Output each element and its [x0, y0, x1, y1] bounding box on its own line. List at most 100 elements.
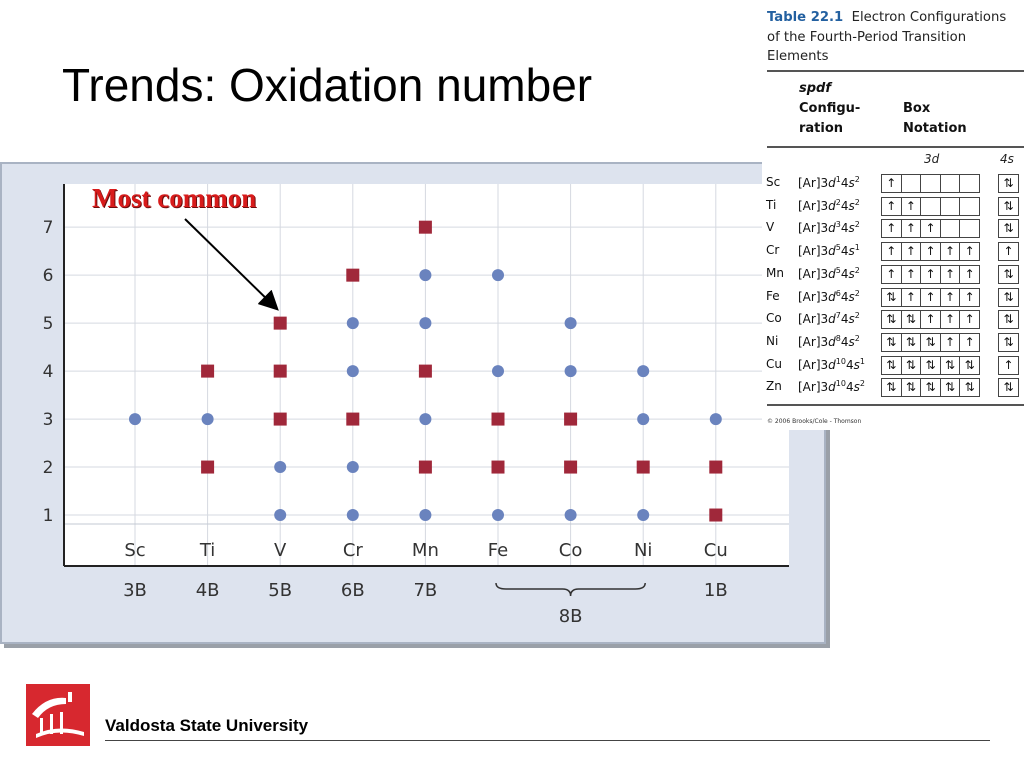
x-tick-label: Cr: [343, 540, 364, 561]
cfg-core: [Ar]3: [798, 357, 829, 372]
row-element: V: [766, 220, 775, 235]
cfg-shell4: 4: [840, 244, 849, 259]
orbital-box-3d: ↑: [920, 287, 941, 307]
cfg-core: [Ar]3: [798, 266, 829, 281]
orbital-box-3d: ⇅: [939, 355, 961, 375]
chart-panel: 1 2 3 4 5 6 7 Sc Ti V Cr Mn Fe Co Ni Cu 3B 4B 5B 6B 7B 8B 1B: [0, 162, 826, 644]
orbital-box-3d: ↑: [881, 174, 902, 193]
cfg-d: d: [828, 198, 836, 213]
row-3d-boxes: ⇅ ⇅ ⇅ ↑ ↑: [881, 332, 980, 352]
row-3d-boxes: ↑: [881, 174, 980, 193]
orbital-box-3d: ↑: [881, 242, 902, 262]
orbital-box-3d: ↑: [881, 264, 902, 284]
row-configuration: [Ar]3d54s1: [798, 243, 860, 258]
row-3d-boxes: ⇅ ⇅ ↑ ↑ ↑: [881, 310, 980, 330]
data-point: [637, 509, 650, 522]
table-rule-bottom: [767, 404, 1024, 406]
data-point-common: [346, 268, 360, 282]
x-tick-label: Mn: [412, 540, 439, 561]
cfg-s-count: 1: [854, 243, 860, 253]
row-element: Cu: [766, 356, 782, 371]
cfg-d: d: [828, 289, 836, 304]
cfg-core: [Ar]3: [798, 176, 829, 190]
cfg-shell4: 4: [840, 312, 849, 327]
orbital-box-3d: ↑: [881, 196, 902, 216]
orbital-box-3d: [939, 219, 961, 239]
orbital-box-4s: ⇅: [998, 378, 1019, 398]
cfg-shell4: 4: [845, 380, 854, 395]
orbital-box-3d: ↑: [939, 287, 961, 307]
col-spdf-line3: ration: [799, 121, 844, 136]
orbital-box-3d: [920, 174, 941, 193]
orbital-box-3d: ↑: [900, 287, 922, 307]
data-point: [129, 413, 141, 426]
cfg-s: s: [848, 289, 855, 304]
row-element: Co: [766, 311, 782, 326]
data-point: [201, 413, 214, 426]
cfg-d: d: [828, 221, 836, 236]
orbital-box-4s: ⇅: [998, 287, 1019, 307]
table-rule-mid: [767, 146, 1024, 148]
orbital-box-3d: ↑: [900, 242, 922, 262]
cfg-s: s: [853, 380, 860, 395]
orbital-box-4s: ⇅: [998, 219, 1019, 239]
cfg-s-count: 2: [854, 220, 860, 230]
cfg-s: s: [848, 221, 855, 236]
cfg-d-count: 5: [835, 243, 841, 253]
data-point-common: [418, 364, 432, 378]
orbital-box-3d: ⇅: [900, 355, 922, 375]
sub-3d: 3d: [924, 152, 940, 166]
cfg-s-count: 2: [854, 197, 860, 207]
orbital-box-3d: ⇅: [959, 355, 980, 375]
data-point-common: [491, 460, 505, 474]
orbital-box-3d: [920, 196, 941, 216]
cfg-core: [Ar]3: [798, 312, 829, 327]
orbital-box-3d: ⇅: [920, 332, 941, 352]
orbital-box-3d: [959, 219, 980, 239]
data-point: [346, 509, 359, 522]
orbital-box-3d: ↑: [939, 310, 961, 330]
x-tick-label: Fe: [488, 540, 508, 561]
row-configuration: [Ar]3d104s1: [798, 357, 865, 372]
group-brace: [495, 582, 646, 597]
annotation-most-common: Most common: [92, 183, 257, 213]
row-3d-boxes: ↑ ↑: [881, 196, 980, 216]
x-tick-label: Cu: [704, 540, 728, 561]
cfg-d-count: 3: [835, 220, 841, 230]
data-point-common: [709, 460, 723, 474]
row-element: Sc: [766, 175, 781, 189]
orbital-box-4s: ⇅: [998, 196, 1019, 216]
orbital-box-3d: [939, 196, 961, 216]
y-tick-label: 4: [43, 362, 54, 382]
data-point: [564, 509, 577, 522]
orbital-box-3d: ⇅: [900, 332, 922, 352]
data-point-common: [273, 364, 287, 378]
cfg-d: d: [828, 266, 836, 281]
data-point: [419, 269, 432, 282]
group-label: 8B: [559, 606, 583, 627]
cfg-s-count: 2: [854, 288, 860, 298]
cfg-d: d: [828, 312, 836, 327]
cfg-s-count: 2: [854, 333, 860, 343]
cfg-s: s: [848, 312, 855, 327]
data-point: [637, 413, 650, 426]
orbital-box-3d: ↑: [959, 242, 980, 262]
table-credit: © 2006 Brooks/Cole - Thomson: [767, 418, 862, 425]
group-label: 6B: [341, 580, 365, 601]
x-tick-label: Ni: [634, 540, 652, 561]
orbital-box-3d: [959, 174, 980, 193]
cfg-s-count: 2: [854, 265, 860, 275]
row-configuration: [Ar]3d74s2: [798, 311, 860, 326]
cfg-shell4: 4: [840, 266, 849, 281]
data-point: [419, 317, 432, 330]
col-box-line2: Notation: [903, 121, 967, 136]
cfg-s-count: 2: [859, 379, 865, 389]
orbital-box-3d: ↑: [920, 310, 941, 330]
y-tick-label: 1: [43, 506, 54, 526]
data-point-common: [564, 460, 578, 474]
orbital-box-3d: ⇅: [959, 378, 980, 398]
row-configuration: [Ar]3d54s2: [798, 266, 860, 281]
data-point: [346, 365, 359, 378]
row-element: Fe: [766, 288, 780, 303]
row-configuration: [Ar]3d14s2: [798, 175, 860, 190]
